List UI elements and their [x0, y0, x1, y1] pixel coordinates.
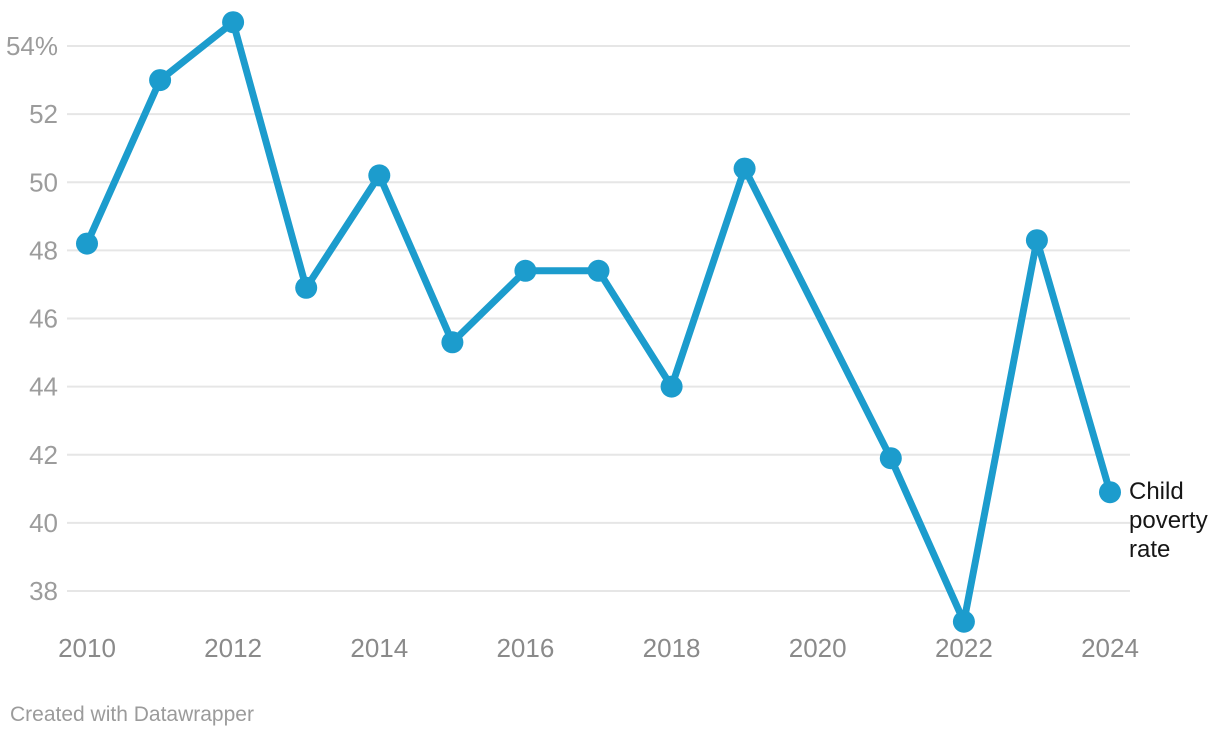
x-tick-label: 2010: [58, 633, 116, 663]
series-line: [83, 18, 1114, 626]
x-tick-label: 2018: [643, 633, 701, 663]
data-point-dot[interactable]: [295, 276, 318, 299]
y-tick-label: 42: [29, 440, 58, 470]
y-tick-label: 52: [29, 99, 58, 129]
series-direct-label: Child poverty rate: [1129, 478, 1208, 563]
data-point-dot[interactable]: [368, 164, 391, 187]
data-point-dot[interactable]: [660, 375, 683, 398]
x-axis-labels: 2010 2012 2014 2016 2018 2020 2022 2024: [58, 633, 1139, 663]
x-tick-label: 2016: [496, 633, 554, 663]
y-tick-label: 44: [29, 372, 58, 402]
data-point-dot[interactable]: [514, 259, 537, 282]
data-point-dot[interactable]: [587, 259, 610, 282]
y-axis-labels: 54% 52 50 48 46 44 42 40 38: [6, 31, 58, 606]
x-tick-label: 2012: [204, 633, 262, 663]
x-tick-label: 2020: [789, 633, 847, 663]
y-tick-label: 40: [29, 508, 58, 538]
series-group: [76, 11, 1121, 633]
gridline-group: [67, 45, 1130, 592]
y-tick-label: 48: [29, 235, 58, 265]
y-tick-label: 38: [29, 576, 58, 606]
data-point-dot[interactable]: [76, 232, 98, 255]
datawrapper-attribution: Created with Datawrapper: [10, 703, 254, 726]
data-point-dot[interactable]: [879, 447, 902, 470]
data-point-dot[interactable]: [149, 69, 172, 92]
data-point-dot[interactable]: [733, 157, 756, 180]
y-tick-label: 54%: [6, 31, 58, 61]
data-point-dot[interactable]: [222, 11, 245, 34]
x-tick-label: 2022: [935, 633, 993, 663]
data-point-dot[interactable]: [441, 331, 464, 354]
x-tick-label: 2014: [350, 633, 408, 663]
x-tick-label: 2024: [1081, 633, 1139, 663]
data-point-dot[interactable]: [1025, 229, 1048, 252]
y-tick-label: 50: [29, 167, 58, 197]
data-point-dot[interactable]: [1099, 481, 1121, 504]
line-chart: 54% 52 50 48 46 44 42 40 38 2010 2012 2014 2016 2018…: [6, 11, 1139, 663]
y-tick-label: 46: [29, 304, 58, 334]
data-point-dot[interactable]: [952, 610, 975, 633]
